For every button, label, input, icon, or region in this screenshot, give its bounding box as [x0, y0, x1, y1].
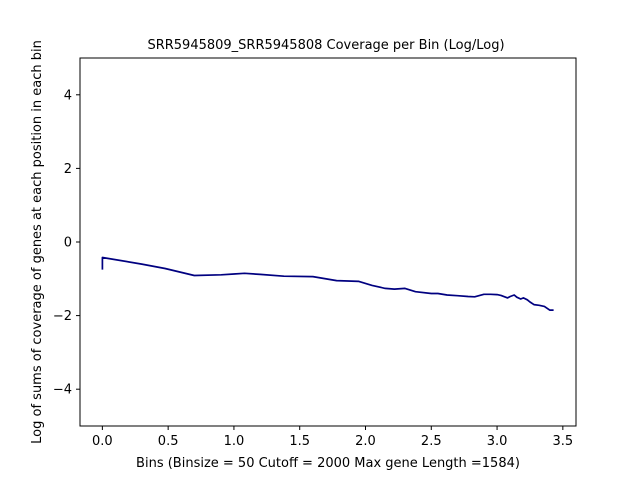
- x-tick-label: 2.0: [355, 434, 376, 449]
- series-line-0: [101, 256, 554, 311]
- x-axis-title: Bins (Binsize = 50 Cutoff = 2000 Max gen…: [136, 456, 520, 471]
- y-tick-label: −2: [53, 309, 72, 324]
- x-tick-label: 3.5: [552, 434, 573, 449]
- y-tick-label: 2: [64, 162, 72, 177]
- x-tick-label: 0.0: [92, 434, 113, 449]
- x-axis-ticks: 0.0 0.5 1.0 1.5 2.0 2.5 3.0 3.5: [92, 426, 573, 449]
- x-tick-label: 2.5: [421, 434, 442, 449]
- y-tick-label: 0: [64, 236, 72, 251]
- y-axis-ticks: −4 −2 0 2 4: [53, 88, 80, 398]
- x-tick-label: 1.5: [289, 434, 310, 449]
- chart-title: SRR5945809_SRR5945808 Coverage per Bin (…: [147, 38, 504, 53]
- x-tick-label: 1.0: [224, 434, 245, 449]
- y-tick-label: 4: [64, 88, 72, 103]
- y-tick-label: −4: [53, 383, 72, 398]
- x-tick-label: 0.5: [158, 434, 179, 449]
- x-tick-label: 3.0: [487, 434, 508, 449]
- y-axis-title: Log of sums of coverage of genes at each…: [30, 40, 45, 444]
